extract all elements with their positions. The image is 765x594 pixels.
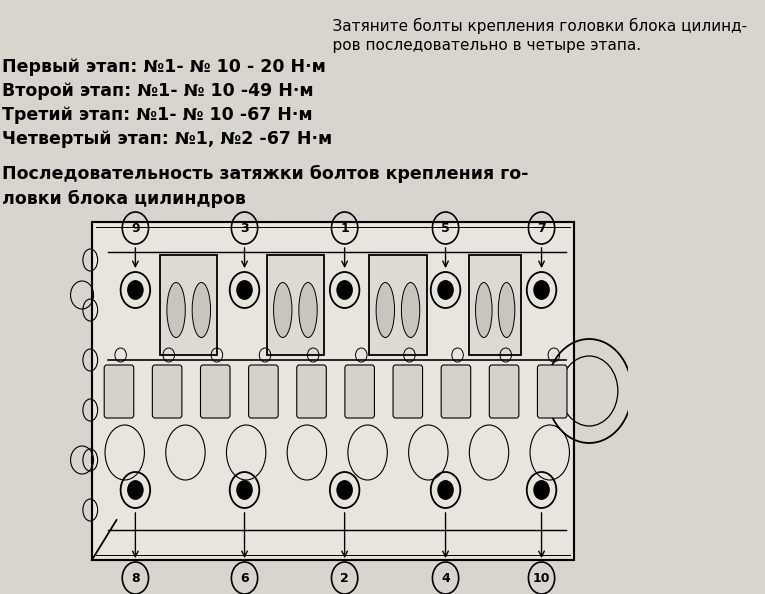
FancyBboxPatch shape [297,365,327,418]
Ellipse shape [299,283,317,337]
Ellipse shape [274,283,292,337]
Bar [92,222,575,560]
FancyBboxPatch shape [160,255,217,355]
Ellipse shape [476,283,492,337]
FancyBboxPatch shape [369,255,427,355]
Circle shape [337,481,352,499]
Ellipse shape [498,283,515,337]
Text: 2: 2 [340,573,349,586]
Text: ловки блока цилиндров: ловки блока цилиндров [2,190,246,208]
Text: Третий этап: №1- № 10 -67 Н·м: Третий этап: №1- № 10 -67 Н·м [2,106,313,124]
Text: 5: 5 [441,223,450,235]
FancyBboxPatch shape [104,365,134,418]
FancyBboxPatch shape [441,365,470,418]
Circle shape [128,481,143,499]
FancyBboxPatch shape [152,365,182,418]
Ellipse shape [376,283,395,337]
FancyBboxPatch shape [490,365,519,418]
Text: 7: 7 [537,223,546,235]
FancyBboxPatch shape [538,365,567,418]
Ellipse shape [402,283,420,337]
Text: Второй этап: №1- № 10 -49 Н·м: Второй этап: №1- № 10 -49 Н·м [2,82,314,100]
Circle shape [237,481,252,499]
Circle shape [237,281,252,299]
Circle shape [534,481,549,499]
Circle shape [438,481,453,499]
Text: Затяните болты крепления головки блока цилинд-: Затяните болты крепления головки блока ц… [314,18,747,34]
Circle shape [438,281,453,299]
FancyBboxPatch shape [249,365,278,418]
Text: Первый этап: №1- № 10 - 20 Н·м: Первый этап: №1- № 10 - 20 Н·м [2,58,327,76]
FancyBboxPatch shape [470,255,521,355]
FancyBboxPatch shape [267,255,324,355]
FancyBboxPatch shape [393,365,422,418]
Text: 6: 6 [240,573,249,586]
Text: 4: 4 [441,573,450,586]
FancyBboxPatch shape [200,365,230,418]
Text: Последовательность затяжки болтов крепления го-: Последовательность затяжки болтов крепле… [2,165,529,183]
Text: 8: 8 [131,573,140,586]
Ellipse shape [167,283,185,337]
Circle shape [337,281,352,299]
Text: Четвертый этап: №1, №2 -67 Н·м: Четвертый этап: №1, №2 -67 Н·м [2,130,333,148]
Ellipse shape [192,283,210,337]
Circle shape [534,281,549,299]
FancyBboxPatch shape [345,365,374,418]
Text: 1: 1 [340,223,349,235]
Text: ров последовательно в четыре этапа.: ров последовательно в четыре этапа. [314,38,642,53]
Text: 10: 10 [532,573,550,586]
Circle shape [128,281,143,299]
Text: 3: 3 [240,223,249,235]
Text: 9: 9 [131,223,140,235]
